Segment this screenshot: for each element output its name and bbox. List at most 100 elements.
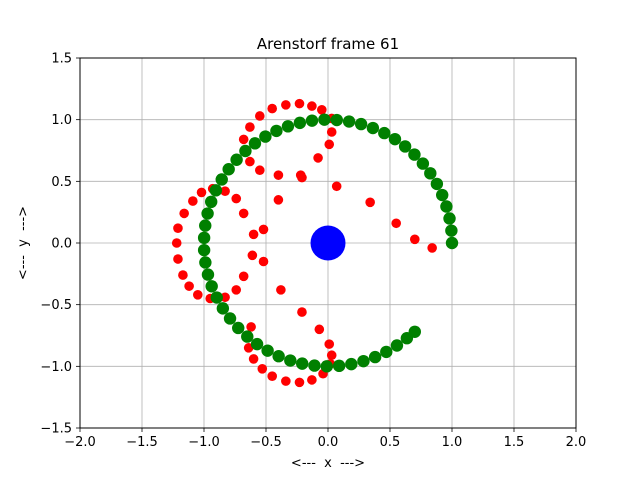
x-tick-label: 1.5 <box>504 435 525 450</box>
moon-orbit-point <box>250 337 264 351</box>
moon-orbit-point <box>216 302 230 315</box>
trajectory-point <box>294 377 305 388</box>
moon-orbit-point <box>272 350 285 363</box>
y-tick-label: −1.0 <box>40 360 72 375</box>
trajectory-point <box>391 218 402 229</box>
moon-orbit-point <box>320 360 333 373</box>
trajectory-point <box>254 111 265 121</box>
trajectory-point <box>326 127 337 137</box>
trajectory-point <box>326 350 337 361</box>
x-tick-label: −2.0 <box>64 435 96 450</box>
x-tick-label: −0.5 <box>250 435 282 450</box>
moon-orbit-point <box>416 157 430 170</box>
moon-orbit-point <box>424 167 437 180</box>
moon-orbit-point <box>408 148 421 161</box>
moon-orbit-point <box>390 339 404 352</box>
moon-orbit-point <box>305 114 319 127</box>
x-tick-label: −1.0 <box>188 435 220 450</box>
moon-orbit-point <box>232 321 245 335</box>
moon-orbit-point <box>318 113 331 126</box>
trajectory-point <box>193 290 203 300</box>
moon-orbit-point <box>239 144 252 158</box>
axis-ticks: −2.0 −1.5 −1.0 −0.5 0.0 0.5 1.0 1.5 2.0−1.5−1.0−… <box>40 52 586 451</box>
moon-orbit-point <box>199 256 212 269</box>
moon-orbit-point <box>408 325 421 338</box>
trajectory-point <box>258 256 269 267</box>
moon-orbit-point <box>270 124 283 138</box>
trajectory-point <box>254 165 265 176</box>
trajectory-point <box>297 307 307 317</box>
trajectory-point <box>273 170 284 180</box>
trajectory-point <box>324 339 335 349</box>
y-tick-label: 1.5 <box>51 52 72 67</box>
trajectory-point <box>173 254 183 264</box>
moon-orbit-point <box>368 350 382 364</box>
moon-orbit-point <box>354 117 368 131</box>
x-tick-label: 2.0 <box>566 435 587 450</box>
trajectory-point <box>220 186 230 196</box>
y-tick-label: 0.0 <box>51 237 72 252</box>
moon-orbit-point <box>248 137 262 150</box>
moon-orbit-point <box>445 236 459 250</box>
trajectory-point <box>267 103 278 114</box>
moon-orbit-point <box>201 268 215 281</box>
trajectory-point <box>231 285 242 295</box>
y-tick-label: −0.5 <box>40 298 72 313</box>
moon-orbit-point <box>241 330 254 343</box>
trajectory-point <box>238 134 249 145</box>
trajectory-point <box>231 193 242 204</box>
trajectory-point <box>178 270 188 280</box>
trajectory-point <box>238 271 249 282</box>
trajectory-point <box>258 224 269 235</box>
moon-orbit-point <box>378 126 391 140</box>
trajectory-point <box>248 354 259 364</box>
trajectory-point <box>276 285 286 295</box>
trajectory-point <box>307 101 317 111</box>
trajectory-point <box>410 234 420 245</box>
moon-orbit-point <box>222 163 235 176</box>
x-tick-label: 0.5 <box>380 435 401 450</box>
moon-orbit-point <box>342 115 356 128</box>
trajectory-point <box>281 376 291 386</box>
trajectory-point <box>184 281 194 291</box>
trajectory-point <box>179 208 189 219</box>
data-marks <box>171 98 459 388</box>
y-axis-label: <--- y ---> <box>16 206 31 280</box>
moon-orbit-point <box>210 291 223 304</box>
trajectory-point <box>245 122 255 132</box>
x-tick-label: 0.0 <box>318 435 339 450</box>
moon-orbit-point <box>197 231 211 245</box>
moon-orbit-point <box>443 212 456 225</box>
x-axis-label: <--- x ---> <box>291 456 365 471</box>
moon-orbit-point <box>308 359 321 372</box>
moon-orbit-point <box>201 207 214 220</box>
moon-orbit-point <box>215 173 228 186</box>
moon-orbit-point <box>430 177 444 191</box>
y-tick-label: 1.0 <box>51 113 72 128</box>
y-tick-label: 0.5 <box>51 175 72 190</box>
moon-orbit-point <box>332 359 346 373</box>
moon-orbit-point <box>197 243 211 257</box>
moon-orbit-point <box>440 200 453 213</box>
trajectory-point <box>220 292 230 303</box>
trajectory-point <box>331 181 342 192</box>
trajectory-point <box>317 105 327 115</box>
moon-orbit-point <box>330 113 344 127</box>
trajectory-point <box>238 208 249 219</box>
moon-orbit-point <box>445 224 458 237</box>
trajectory-point <box>173 223 183 233</box>
moon-orbit-point <box>345 357 358 371</box>
trajectory-point <box>427 243 437 253</box>
moon-orbit-point <box>380 345 393 359</box>
trajectory-point <box>294 98 305 109</box>
y-tick-label: −1.5 <box>40 422 72 437</box>
trajectory-point <box>196 187 207 198</box>
trajectory-point <box>365 197 375 208</box>
trajectory-point <box>273 195 284 205</box>
trajectory-point <box>324 139 335 150</box>
moon-orbit-point <box>204 195 218 209</box>
x-tick-label: −1.5 <box>126 435 158 450</box>
trajectory-point <box>171 238 182 248</box>
trajectory-point <box>257 364 268 374</box>
